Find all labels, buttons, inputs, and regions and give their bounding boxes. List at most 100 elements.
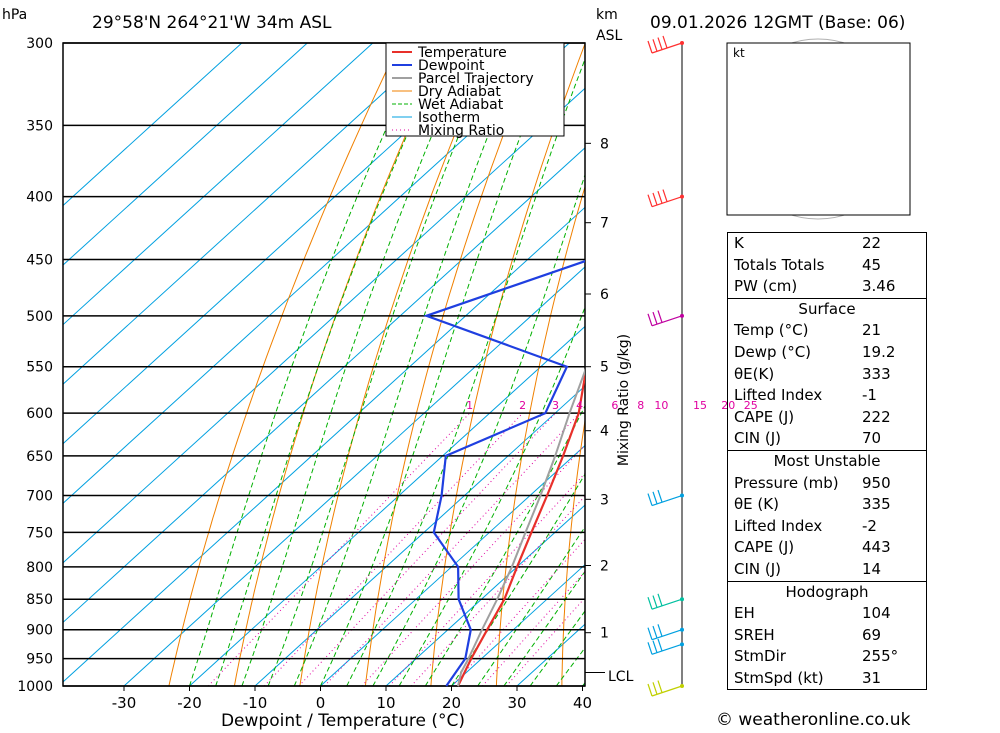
mixing-ratio-axis-label: Mixing Ratio (g/kg): [616, 334, 632, 466]
pressure-label: 850: [26, 592, 53, 608]
legend-temperature: Temperature: [417, 45, 507, 61]
temperature-tick-label: -30: [112, 694, 137, 712]
stmdir-label: StmDir: [734, 647, 786, 666]
pressure-label: 800: [26, 560, 53, 576]
surface-temp-label: Temp (°C): [734, 321, 809, 340]
pressure-label: 1000: [17, 679, 53, 695]
temperature-tick-label: 30: [507, 694, 526, 712]
mu-pressure-value: 950: [862, 473, 891, 492]
surface-thetae-label: θE(K): [734, 364, 775, 383]
pressure-label: 450: [26, 253, 53, 269]
legend: Temperature Dewpoint Parcel Trajectory D…: [385, 42, 565, 139]
isotherm-line: [63, 43, 505, 445]
surface-title: Surface: [798, 299, 856, 318]
wet-adiabat-line: [241, 43, 472, 687]
mixing-ratio-label: 4: [576, 399, 583, 412]
isotherm-line: [63, 43, 243, 207]
mixing-ratio-line: [324, 412, 580, 687]
wind-barb: [647, 310, 684, 327]
hodograph-indices: Hodograph EH 104 SREH 69 StmDir 255° StmSpd…: [727, 581, 927, 691]
mixing-ratio-label: 15: [693, 399, 707, 412]
wet-adiabat-line: [424, 404, 585, 687]
eh-value: 104: [862, 604, 891, 623]
wind-barb: [647, 35, 684, 54]
wind-barb: [647, 189, 684, 208]
stmdir-value: 255°: [862, 647, 899, 666]
mu-thetae-label: θE (K): [734, 495, 779, 514]
pressure-label: 650: [26, 449, 53, 465]
dry-adiabat-line: [627, 43, 725, 686]
km-tick-label: 6: [600, 287, 609, 303]
mixing-ratio-line: [361, 444, 585, 687]
mu-cape-label: CAPE (J): [734, 538, 795, 557]
mixing-ratio-label: 10: [654, 399, 668, 412]
km-tick-label: 7: [600, 216, 609, 232]
copyright[interactable]: © weatheronline.co.uk: [716, 710, 911, 730]
legend-isotherm: Isotherm: [418, 110, 480, 126]
pw-label: PW (cm): [734, 277, 798, 296]
temperature-line: [457, 369, 585, 687]
asl-label: ASL: [596, 28, 622, 44]
legend-dry-adiabat: Dry Adiabat: [418, 84, 501, 100]
eh-label: EH: [734, 604, 755, 623]
km-tick-label: 8: [600, 136, 609, 152]
surface-temp-value: 21: [862, 321, 882, 340]
surface-li-label: Lifted Index: [734, 386, 823, 405]
pressure-label: 900: [26, 623, 53, 639]
legend-wet-adiabat: Wet Adiabat: [418, 97, 504, 113]
isotherm-line: [254, 385, 585, 687]
wet-adiabat-line: [398, 305, 585, 687]
parcel-trajectory-line: [457, 368, 585, 687]
wet-adiabat-line: [503, 570, 585, 687]
totals-value: 45: [862, 255, 882, 274]
wet-adiabat-line: [320, 43, 557, 687]
surface-dewp-label: Dewp (°C): [734, 342, 812, 361]
mixing-ratio-line: [263, 412, 523, 687]
surface-li-value: -1: [862, 386, 877, 405]
mu-cape-value: 443: [862, 538, 891, 557]
isotherm-line: [63, 147, 585, 624]
km-tick-label: 2: [600, 558, 609, 574]
surface-thetae-value: 333: [862, 364, 891, 383]
pressure-label: 500: [26, 309, 53, 325]
stmspd-label: StmSpd (kt): [734, 668, 824, 687]
isotherm-line: [63, 43, 570, 504]
surface-indices: Surface Temp (°C) 21 Dewp (°C) 19.2 θE(K) 3…: [727, 298, 927, 451]
most-unstable-indices: Most Unstable Pressure (mb) 950 θE (K) 335…: [727, 450, 927, 582]
sreh-value: 69: [862, 625, 882, 644]
isotherm-line: [63, 87, 585, 564]
isotherm-line: [63, 43, 374, 326]
plot-frame: [62, 42, 586, 687]
pressure-label: 300: [26, 36, 53, 52]
x-axis-label: Dewpoint / Temperature (°C): [221, 711, 465, 731]
mixing-ratio-line: [298, 412, 556, 687]
wind-barb: [647, 624, 684, 641]
mu-thetae-value: 335: [862, 495, 891, 514]
isotherm-line: [123, 266, 585, 687]
dry-adiabat-line: [364, 43, 540, 687]
datetime-title: 09.01.2026 12GMT (Base: 06): [650, 13, 905, 33]
mu-cin-value: 14: [862, 559, 882, 578]
pressure-label: 750: [26, 525, 53, 541]
wind-barb: [647, 593, 684, 610]
temperature-tick-label: 0: [316, 694, 326, 712]
location-title: 29°58'N 264°21'W 34m ASL: [92, 13, 332, 33]
pressure-label: 350: [26, 118, 53, 134]
temperature-tick-label: 10: [376, 694, 395, 712]
mixing-ratio-label: 2: [519, 399, 526, 412]
pressure-label: 550: [26, 360, 53, 376]
km-label: km: [596, 7, 618, 23]
mu-pressure-label: Pressure (mb): [734, 473, 839, 492]
dewpoint-line: [423, 259, 585, 687]
surface-cape-value: 222: [862, 407, 891, 426]
mu-li-value: -2: [862, 516, 877, 535]
dry-adiabat-line: [980, 43, 1000, 686]
mixing-ratio-label: 25: [744, 399, 758, 412]
wet-adiabat-line: [477, 525, 585, 687]
k-value: 22: [862, 234, 882, 252]
pressure-label: 700: [26, 489, 53, 505]
temperature-tick-label: 40: [573, 694, 592, 712]
wet-adiabat-line: [529, 610, 585, 687]
hodograph-title: Hodograph: [785, 582, 869, 601]
